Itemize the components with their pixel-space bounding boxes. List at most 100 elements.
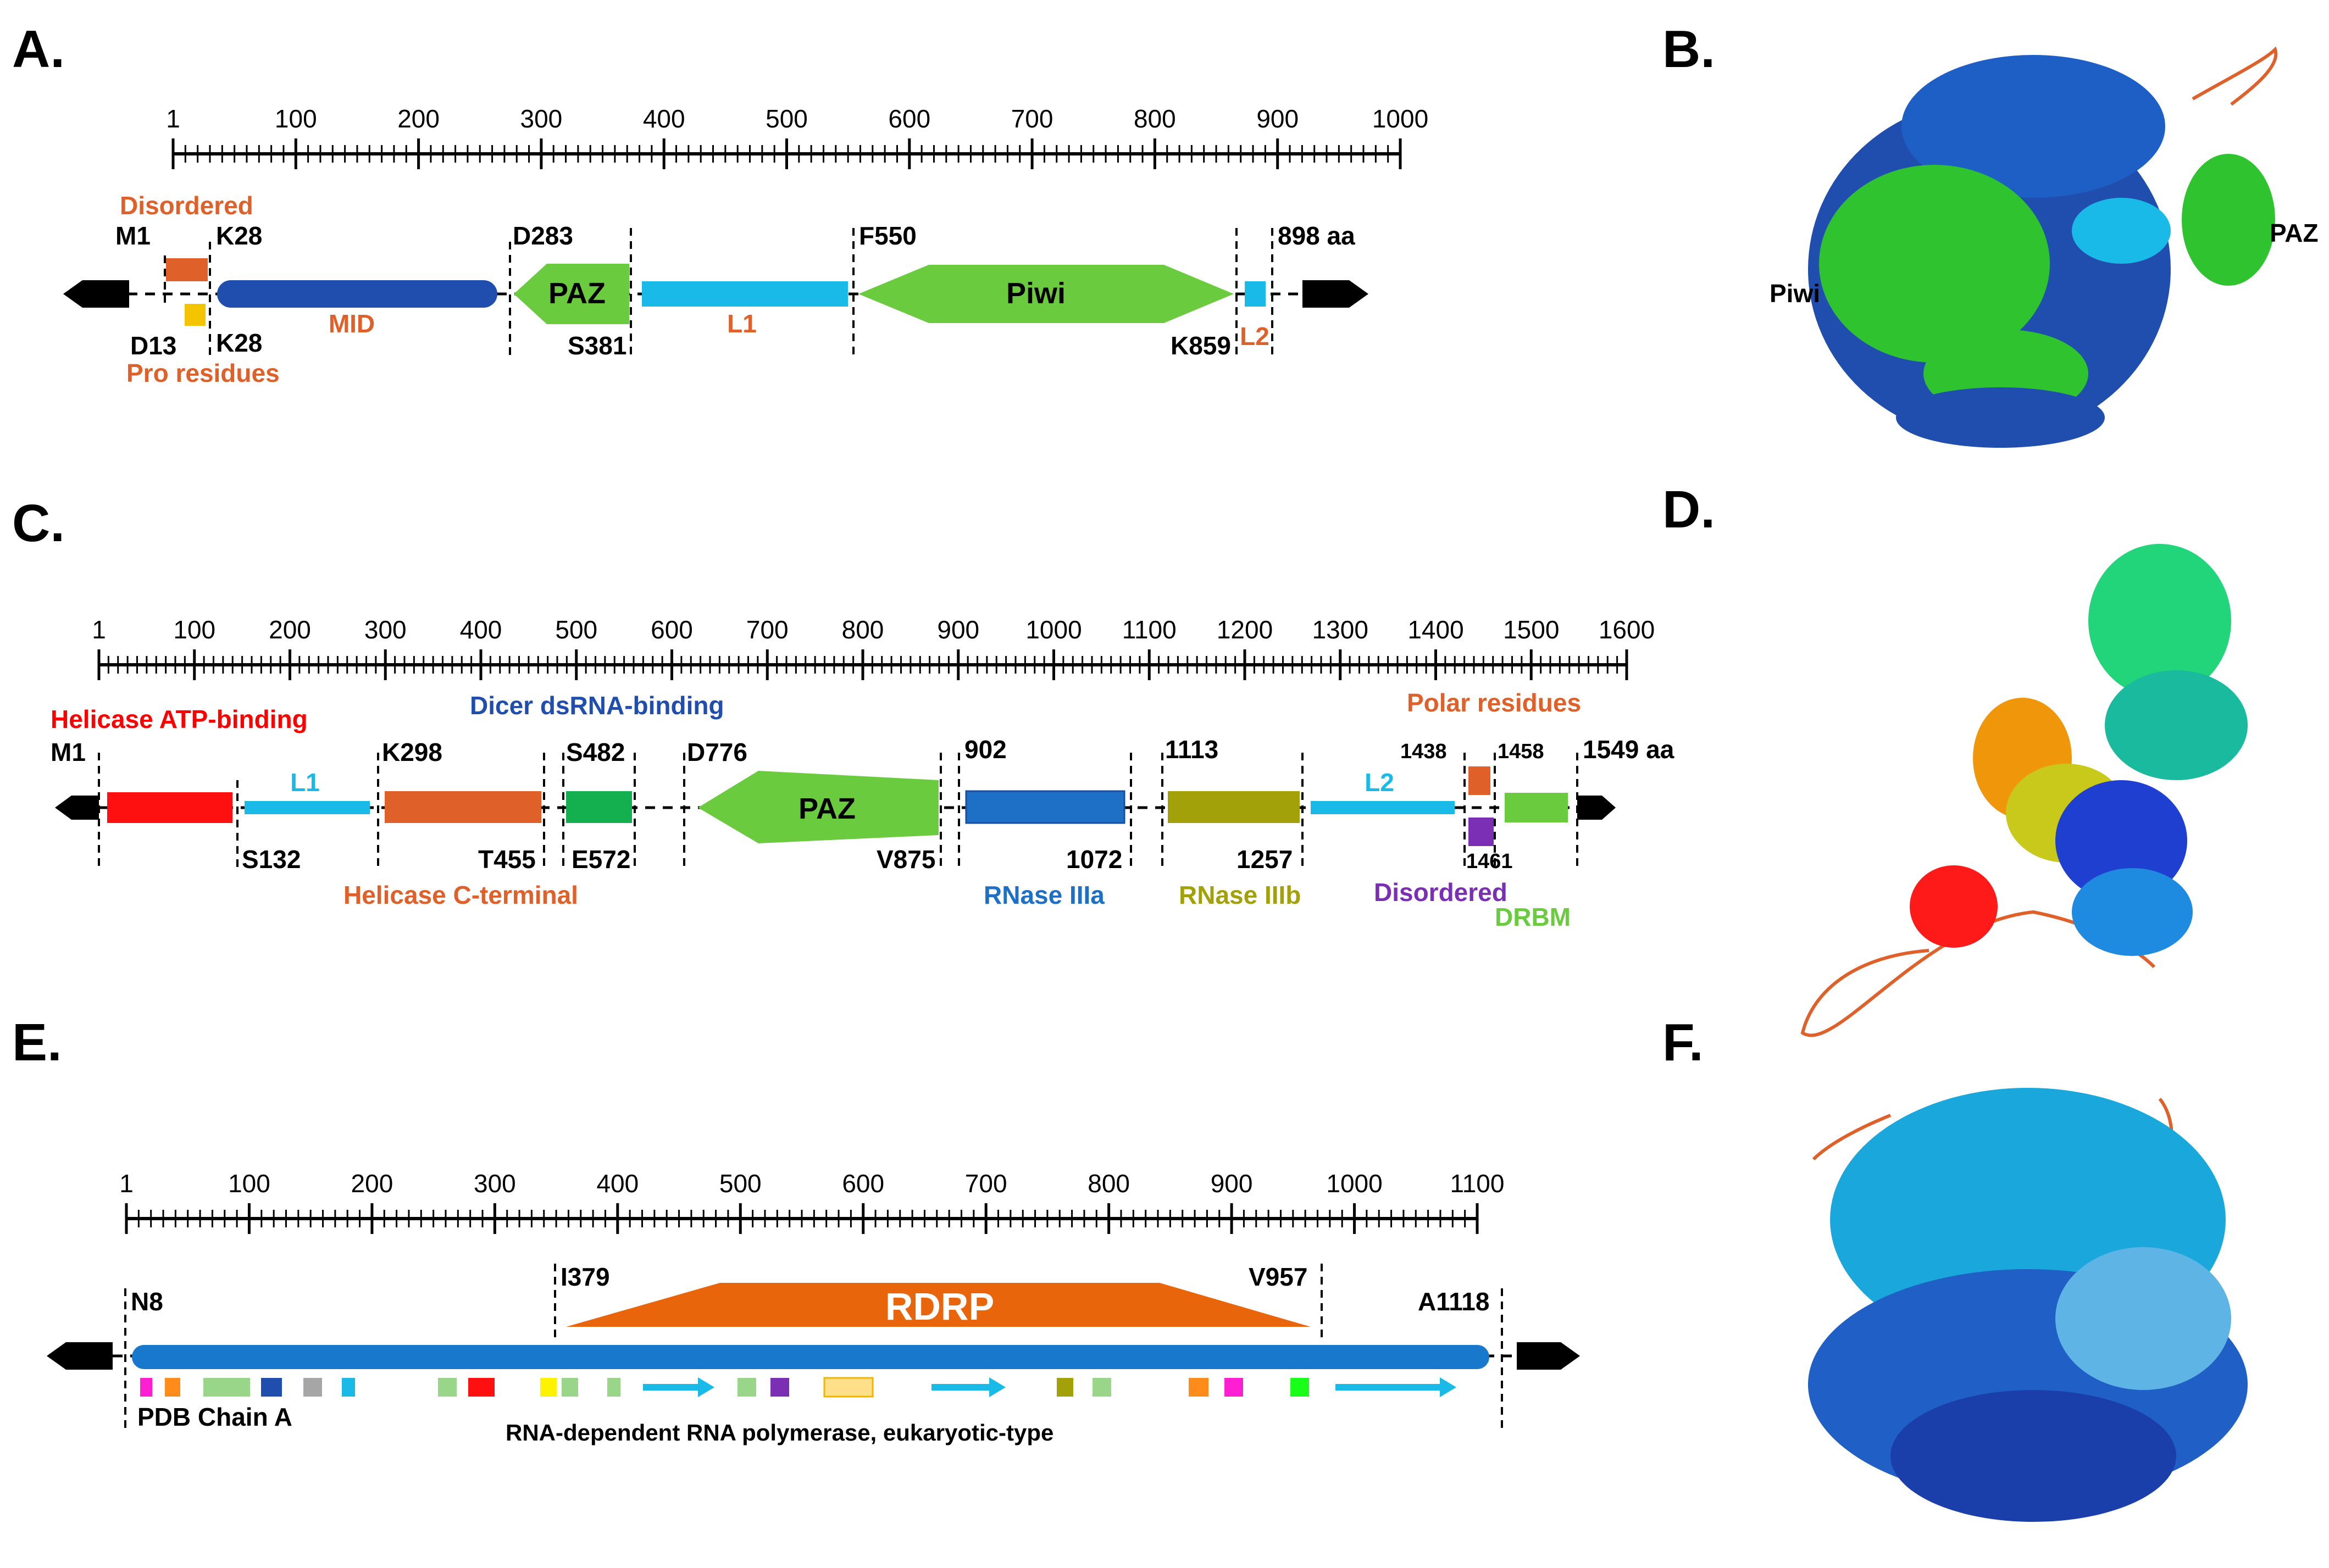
ruler-tick-label: 200 [397,104,440,133]
polar-residues-box [1468,766,1490,795]
label-1438: 1438 [1400,740,1447,763]
ruler-tick-label: 600 [888,104,930,133]
ruler-tick-label: 200 [269,615,311,644]
l2-linker-c [1311,801,1455,814]
ruler-tick-label: 700 [746,615,789,644]
label-piwi-b: Piwi [1770,279,1820,308]
label-helicase-atp: Helicase ATP-binding [51,705,308,733]
feature-box [303,1378,322,1397]
ruler-tick-label: 600 [651,615,693,644]
feature-box [1224,1378,1243,1397]
label-mid: MID [329,309,375,338]
label-s381: S381 [568,331,626,360]
feature-box [342,1378,355,1397]
label-disordered-a: Disordered [120,191,253,220]
ruler-tick-label: 1000 [1326,1169,1382,1198]
ruler-tick-label: 300 [474,1169,516,1198]
dicer-dsrna-domain [566,791,632,823]
feature-box [203,1378,250,1397]
label-1458: 1458 [1498,740,1544,763]
ruler-tick-label: 500 [766,104,808,133]
label-1461: 1461 [1466,850,1513,873]
n-terminal-arrow-a [63,280,129,308]
feature-box [1057,1378,1073,1397]
rnase3b-domain [1168,791,1300,823]
ruler-tick-label: 1100 [1122,615,1177,644]
disordered-box-c [1468,818,1494,846]
ruler-tick-label: 1000 [1372,104,1428,133]
ruler-panel-e: 1 100 200 300 400 500 600 700 800 900 1000 1100 [119,1169,1504,1234]
feature-box [1290,1378,1309,1397]
ruler-tick-label: 1400 [1407,615,1463,644]
feature-box [1093,1378,1111,1397]
feature-box [261,1378,282,1397]
mid-domain [217,280,497,308]
ruler-tick-label: 900 [1256,104,1299,133]
panel-letter-c: C. [12,494,65,553]
ruler-panel-c: 1 100 200 300 400 500 600 700 800 900 1000 1100 1200… [92,615,1655,680]
paz-domain-a [514,264,629,324]
disordered-box-a [166,258,208,281]
ruler-tick-label: 1 [166,104,180,133]
label-paz-c: PAZ [798,792,856,825]
label-l1-a: L1 [727,309,757,338]
ruler-tick-label: 1 [92,615,106,644]
panel-letter-f: F. [1662,1013,1704,1072]
label-902: 902 [964,735,1007,764]
l2-linker-a [1245,281,1266,307]
ruler-tick-label: 800 [1134,104,1176,133]
label-a1118: A1118 [1418,1287,1489,1316]
domain-map-a: Disordered M1 K28 D283 F550 898 aa PAZ P… [63,191,1368,387]
label-helicase-c: Helicase C-terminal [343,881,578,909]
feature-box [770,1378,789,1397]
label-l1-c: L1 [290,768,320,797]
feature-box [540,1378,557,1397]
structure-f-loop-left [1812,1114,1892,1161]
panel-letter-a: A. [12,20,65,79]
ruler-tick-label: 500 [719,1169,762,1198]
feature-box [737,1378,756,1397]
label-k28-top: K28 [216,221,262,250]
panel-letter-d: D. [1662,480,1715,539]
label-d13: D13 [130,331,176,360]
label-e572: E572 [572,845,630,874]
protein-structure-d [1800,544,2248,1037]
ruler-tick-label: 1100 [1450,1169,1505,1198]
label-d283: D283 [513,221,573,250]
label-k859: K859 [1171,331,1231,360]
feature-box [140,1378,152,1397]
structure-b-green-piwi [1819,165,2050,363]
structure-d-green-top [2088,544,2231,698]
ruler-tick-label: 800 [1088,1169,1130,1198]
ruler-tick-label: 1200 [1217,615,1273,644]
rdrp-full-bar [132,1345,1489,1369]
c-terminal-arrow-a [1302,280,1368,308]
label-d776: D776 [687,738,747,766]
pro-residues-box [185,304,206,326]
structure-b-blue-bottom [1896,387,2105,448]
c-terminal-arrow-e [1517,1342,1580,1370]
label-rnase3a: RNase IIIa [984,881,1105,909]
label-v957: V957 [1249,1263,1307,1291]
label-t455: T455 [478,845,536,874]
ruler-tick-label: 1300 [1312,615,1368,644]
label-898aa: 898 aa [1278,221,1355,250]
rnase3a-domain [965,790,1125,824]
label-1072: 1072 [1066,845,1122,874]
ruler-tick-label: 900 [1211,1169,1253,1198]
structure-b-blue-top [1901,55,2165,198]
paz-domain-c [698,771,939,843]
feature-box [562,1378,578,1397]
label-disordered-c: Disordered [1374,878,1507,907]
label-1257: 1257 [1236,845,1293,874]
structure-d-blue [2055,780,2187,901]
ruler-tick-label: 600 [842,1169,884,1198]
helicase-c-domain [385,791,541,823]
piwi-domain [858,265,1234,323]
label-rdrp-family: RNA-dependent RNA polymerase, eukaryotic… [506,1420,1053,1445]
label-s482: S482 [566,738,625,766]
label-k298: K298 [382,738,442,766]
protein-structure-f [1808,1088,2248,1522]
feature-arrow [1335,1377,1456,1397]
